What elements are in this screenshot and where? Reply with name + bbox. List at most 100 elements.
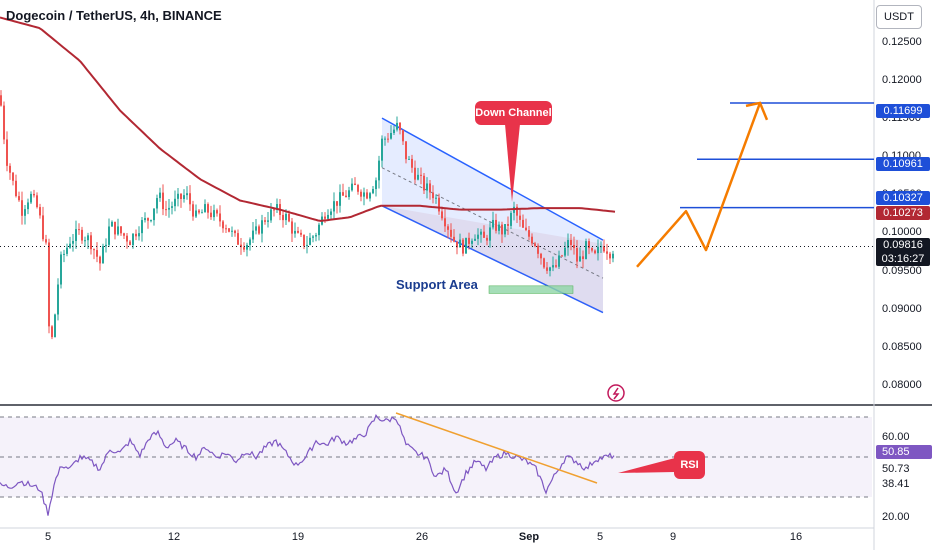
candle-body: [426, 183, 428, 191]
candle-body: [606, 251, 608, 254]
chart-title: Dogecoin / TetherUS, 4h, BINANCE: [6, 8, 222, 23]
candle-body: [21, 200, 23, 216]
candle-body: [471, 240, 473, 244]
candle-body: [390, 132, 392, 139]
candle-body: [342, 192, 344, 196]
candle-body: [525, 227, 527, 231]
candle-body: [150, 220, 152, 222]
candle-body: [435, 197, 437, 199]
time-tick-label: 16: [789, 531, 803, 543]
candle-body: [138, 233, 140, 237]
candle-body: [417, 174, 419, 180]
candle-body: [114, 221, 116, 235]
rsi-tick-label: 20.00: [882, 511, 910, 523]
time-tick-label: 19: [291, 531, 305, 543]
candle-body: [69, 243, 71, 248]
candle-body: [30, 193, 32, 203]
candle-body: [504, 224, 506, 235]
rsi-trendline: [395, 412, 598, 484]
candle-body: [297, 230, 299, 233]
candle-body: [36, 195, 38, 208]
time-tick-label: 5: [596, 531, 604, 543]
channel-upper-line: [381, 117, 604, 241]
candle-body: [174, 198, 176, 207]
candle-body: [597, 246, 599, 254]
candle-body: [72, 240, 74, 244]
candle-body: [6, 139, 8, 166]
candle-body: [309, 237, 311, 245]
candle-body: [195, 210, 197, 217]
candle-body: [324, 216, 326, 219]
candle-body: [159, 192, 161, 199]
channel-range-shade: [382, 205, 603, 313]
countdown-label: 03:16:27: [876, 252, 930, 266]
level-label-3: 0.11699: [876, 104, 930, 118]
candle-body: [51, 326, 53, 338]
candle-body: [483, 231, 485, 238]
last-price-label: 0.09816: [876, 238, 930, 252]
price-tick-label: 0.09500: [882, 264, 922, 277]
candle-body: [156, 198, 158, 209]
candle-body: [258, 226, 260, 234]
candle-body: [369, 193, 371, 199]
candle-body: [42, 215, 44, 240]
candle-body: [93, 249, 95, 251]
candle-body: [48, 242, 50, 327]
candle-body: [318, 224, 320, 236]
candle-body: [558, 255, 560, 267]
candle-body: [351, 183, 353, 191]
candle-body: [252, 230, 254, 240]
candle-body: [129, 241, 131, 246]
candle-body: [222, 221, 224, 229]
level-label-1: 0.10327: [876, 191, 930, 205]
candle-body: [90, 235, 92, 250]
candle-body: [237, 233, 239, 245]
candle-body: [171, 206, 173, 208]
candle-body: [546, 267, 548, 271]
candle-body: [102, 246, 104, 264]
candle-body: [198, 210, 200, 213]
candle-body: [189, 193, 191, 205]
support-area-box: [488, 285, 574, 294]
candle-body: [357, 185, 359, 192]
candle-body: [609, 253, 611, 259]
candle-body: [153, 208, 155, 221]
candle-body: [450, 229, 452, 237]
candle-body: [543, 258, 545, 268]
candle-body: [411, 158, 413, 168]
candle-body: [486, 237, 488, 241]
candle-body: [96, 250, 98, 257]
candle-body: [240, 244, 242, 248]
rsi-line: [0, 414, 615, 516]
candle-body: [288, 213, 290, 222]
candle-body: [300, 232, 302, 235]
candle-body: [264, 220, 266, 222]
candle-body: [564, 247, 566, 256]
candle-body: [3, 105, 5, 140]
candle-body: [147, 218, 149, 221]
candle-body: [33, 193, 35, 196]
candle-body: [438, 197, 440, 212]
candle-body: [141, 220, 143, 234]
down-channel-pointer: [505, 124, 520, 202]
candle-body: [207, 204, 209, 213]
candle-body: [453, 236, 455, 242]
candle-body: [180, 193, 182, 200]
candle-body: [168, 207, 170, 210]
candle-body: [336, 201, 338, 206]
candle-body: [339, 192, 341, 206]
rsi-callout-pointer: [618, 458, 675, 473]
candle-body: [468, 237, 470, 244]
candle-body: [330, 211, 332, 215]
level-label-2: 0.10961: [876, 157, 930, 171]
candle-body: [393, 129, 395, 133]
candle-body: [591, 248, 593, 251]
candle-body: [402, 130, 404, 142]
candle-body: [291, 221, 293, 234]
currency-selector[interactable]: USDT: [876, 5, 922, 29]
candle-body: [213, 210, 215, 218]
candle-body: [186, 193, 188, 196]
candle-body: [549, 267, 551, 271]
